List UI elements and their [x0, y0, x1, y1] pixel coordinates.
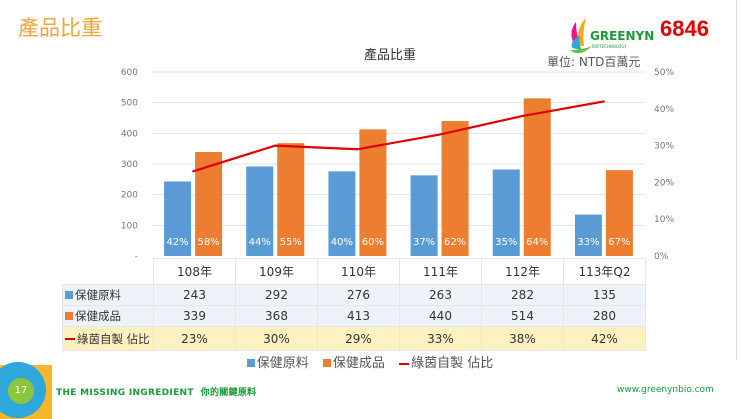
- bar-data-label: 67%: [608, 237, 630, 248]
- line-point: [520, 115, 523, 118]
- bar-product: [359, 129, 387, 256]
- category-header: 110年: [317, 258, 400, 285]
- line-series: [192, 100, 605, 173]
- y2-tick-label: 50%: [654, 68, 674, 78]
- y2-tick-label: 10%: [654, 215, 674, 225]
- slogan: THE MISSING INGREDIENT 你的關鍵原料: [56, 388, 257, 398]
- bar-data-label: 40%: [331, 237, 353, 248]
- legend-swatch-icon: [65, 312, 73, 320]
- svg-text:BIOTECHNOLOGY: BIOTECHNOLOGY: [592, 44, 627, 49]
- cell: 30%: [235, 326, 318, 351]
- y-tick-label: 200: [121, 191, 138, 201]
- line-point: [356, 148, 359, 151]
- table-row: 綠茵自製 佔比 23% 30% 29% 33% 38% 42%: [62, 326, 646, 351]
- greenyn-logo: GREENYN BIOTECHNOLOGY: [570, 18, 654, 54]
- legend-swatch-icon: [65, 291, 73, 299]
- y-tick-label: -: [135, 252, 138, 260]
- bar-data-label: 35%: [495, 237, 517, 248]
- y-tick-label: 400: [121, 129, 138, 139]
- bar-raw: [574, 214, 602, 256]
- legend-item: 保健成品: [322, 356, 385, 371]
- bar-product: [523, 98, 551, 256]
- row-label: 保健成品: [62, 305, 154, 327]
- cell: 440: [399, 305, 482, 327]
- bar-raw: [492, 169, 520, 256]
- bar-data-label: 37%: [413, 237, 435, 248]
- category-header: 113年Q2: [563, 258, 646, 285]
- cell: 29%: [317, 326, 400, 351]
- table-header-row: 108年 109年 110年 111年 112年 113年Q2: [62, 258, 646, 285]
- cell: 243: [153, 284, 236, 306]
- page-title: 產品比重: [18, 16, 102, 40]
- website-link[interactable]: www.greenynbio.com: [617, 385, 714, 395]
- y-tick-label: 500: [121, 99, 138, 109]
- legend-line-icon: [65, 338, 75, 340]
- bar-raw: [410, 175, 438, 256]
- cell: 413: [317, 305, 400, 327]
- divider: [736, 0, 737, 360]
- cell: 23%: [153, 326, 236, 351]
- cell: 514: [481, 305, 564, 327]
- row-label: 保健原料: [62, 284, 154, 306]
- unit-label: 單位: NTD百萬元: [547, 55, 641, 69]
- chart-legend: 保健原料 保健成品 綠茵自製 佔比: [0, 352, 740, 371]
- stock-code: 6846: [660, 16, 709, 41]
- legend-item: 保健原料: [246, 356, 309, 371]
- table-row: 保健成品 339 368 413 440 514 280: [62, 305, 646, 327]
- cell: 282: [481, 284, 564, 306]
- bar-data-label: 62%: [444, 237, 466, 248]
- bar-product: [441, 121, 469, 256]
- cell: 292: [235, 284, 318, 306]
- cell: 339: [153, 305, 236, 327]
- bar-data-label: 44%: [249, 237, 271, 248]
- legend-item: 綠茵自製 佔比: [399, 356, 493, 371]
- bar-data-label: 64%: [526, 237, 548, 248]
- table-row: 保健原料 243 292 276 263 282 135: [62, 284, 646, 306]
- bar-data-label: 42%: [166, 237, 188, 248]
- bar-raw: [328, 171, 356, 256]
- cell: 38%: [481, 326, 564, 351]
- chart-plot: - 100 200 300 400 500 600 0% 10% 20% 30% 40% 50% 42% 5…: [121, 68, 675, 260]
- cell: 368: [235, 305, 318, 327]
- bar-data-label: 33%: [577, 237, 599, 248]
- y2-tick-label: 40%: [654, 105, 674, 115]
- y2-tick-label: 0%: [654, 252, 669, 260]
- line-point: [602, 100, 605, 103]
- svg-text:GREENYN: GREENYN: [590, 29, 654, 43]
- category-header: 109年: [235, 258, 318, 285]
- cell: 280: [563, 305, 646, 327]
- y-tick-label: 300: [121, 160, 138, 170]
- cell: 42%: [563, 326, 646, 351]
- category-header: 111年: [399, 258, 482, 285]
- page-number: 17: [8, 378, 34, 404]
- category-header: 108年: [153, 258, 236, 285]
- table-corner: [62, 258, 154, 285]
- row-label: 綠茵自製 佔比: [62, 326, 154, 351]
- bar-product: [605, 170, 633, 256]
- cell: 276: [317, 284, 400, 306]
- y-tick-label: 600: [121, 68, 138, 78]
- y-tick-label: 100: [121, 221, 138, 231]
- y2-tick-label: 30%: [654, 142, 674, 152]
- bar-raw: [246, 166, 274, 256]
- data-table: 108年 109年 110年 111年 112年 113年Q2 保健原料 243 292 27…: [62, 258, 646, 351]
- line-point: [438, 133, 441, 136]
- line-point: [274, 144, 277, 147]
- bar-raw: [164, 181, 192, 256]
- chart-title: 產品比重: [363, 48, 416, 63]
- bar-data-label: 60%: [362, 237, 384, 248]
- bar-product: [277, 143, 305, 256]
- cell: 263: [399, 284, 482, 306]
- category-header: 112年: [481, 258, 564, 285]
- bar-data-label: 55%: [280, 237, 302, 248]
- line-point: [192, 170, 195, 173]
- cell: 33%: [399, 326, 482, 351]
- y2-tick-label: 20%: [654, 178, 674, 188]
- bar-data-label: 58%: [197, 237, 219, 248]
- cell: 135: [563, 284, 646, 306]
